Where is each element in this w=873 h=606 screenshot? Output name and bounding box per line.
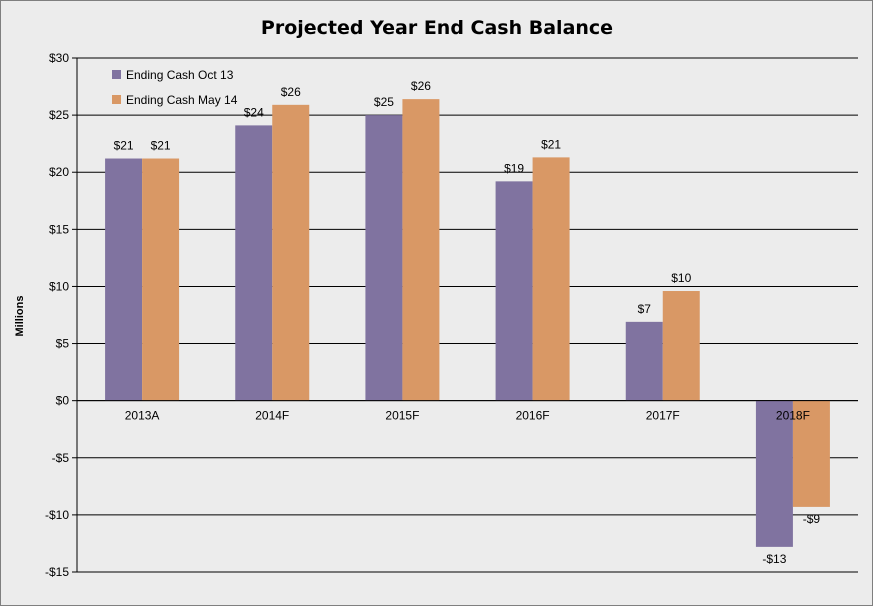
y-tick-label: -$5 (52, 451, 70, 465)
data-label: $10 (671, 271, 691, 285)
data-label: -$13 (762, 552, 786, 566)
y-tick-label: $0 (56, 394, 70, 408)
y-tick-labels: $30 $25 $20 $15 $10 $5 $0 -$5 -$10 -$15 (45, 51, 69, 579)
data-label: $26 (281, 85, 301, 99)
bar (532, 157, 570, 401)
category-label: 2013A (125, 409, 160, 423)
gridlines (72, 57, 858, 573)
y-axis-label: Millions (14, 296, 26, 337)
bar (142, 158, 180, 401)
bar (105, 158, 143, 401)
bar (755, 400, 793, 547)
y-tick-label: $20 (49, 165, 69, 179)
bar (625, 321, 663, 401)
data-label: $26 (411, 79, 431, 93)
data-label: $7 (638, 302, 652, 316)
category-labels: 2013A 2014F 2015F 2016F 2017F 2018F (125, 409, 810, 423)
y-tick-label: $10 (49, 279, 69, 293)
y-tick-label: $15 (49, 222, 69, 236)
bars (105, 99, 830, 547)
y-tick-label: $25 (49, 108, 69, 122)
legend-swatch (112, 70, 121, 79)
bar (235, 125, 273, 401)
data-label: $24 (244, 105, 264, 119)
data-label: $21 (541, 137, 561, 151)
bar (792, 400, 830, 507)
bar (402, 99, 440, 401)
bar (272, 104, 310, 401)
bar (662, 291, 700, 401)
legend-label: Ending Cash Oct 13 (126, 68, 234, 82)
data-labels: $21 $21 $24 $26 $25 $26 $19 $21 $7 $10 -$13 -$9 (114, 79, 821, 566)
y-tick-label: $30 (49, 51, 69, 65)
legend-swatch (112, 95, 121, 104)
y-tick-label: $5 (56, 337, 70, 351)
category-label: 2014F (255, 409, 289, 423)
y-tick-label: -$10 (45, 508, 69, 522)
data-label: $21 (114, 139, 134, 153)
category-label: 2017F (646, 409, 680, 423)
data-label: $21 (151, 139, 171, 153)
legend-label: Ending Cash May 14 (126, 93, 238, 107)
bar (365, 115, 403, 401)
data-label: -$9 (803, 512, 821, 526)
legend: Ending Cash Oct 13 Ending Cash May 14 (112, 68, 238, 107)
bar (495, 181, 533, 401)
chart-title: Projected Year End Cash Balance (261, 17, 613, 39)
category-label: 2018F (776, 409, 810, 423)
category-label: 2016F (516, 409, 550, 423)
y-tick-label: -$15 (45, 565, 69, 579)
data-label: $19 (504, 161, 524, 175)
data-label: $25 (374, 95, 394, 109)
category-label: 2015F (385, 409, 419, 423)
